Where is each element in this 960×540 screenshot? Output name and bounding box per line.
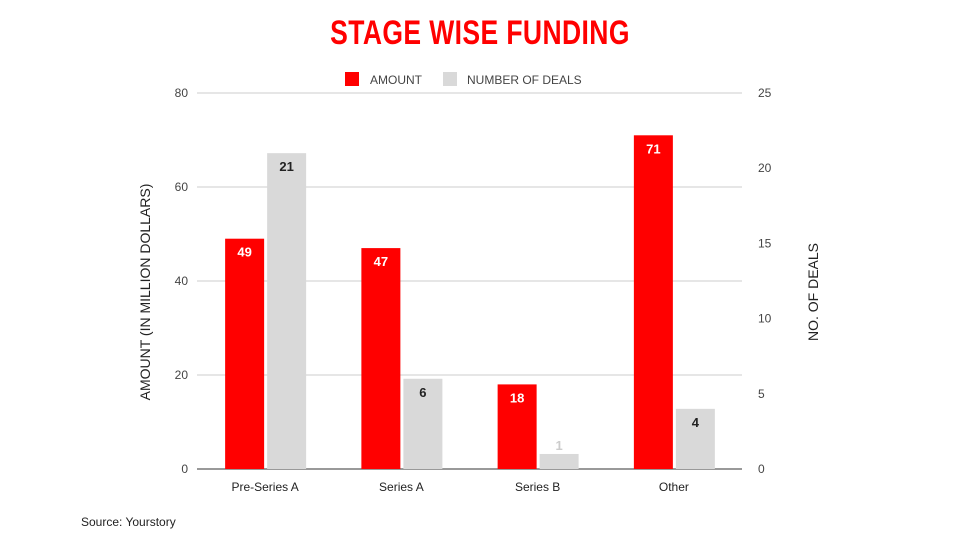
y-right-tick-label: 10 bbox=[758, 312, 772, 326]
data-label: 71 bbox=[646, 141, 660, 156]
legend-swatch bbox=[443, 72, 457, 86]
data-label: 6 bbox=[419, 385, 426, 400]
data-label: 47 bbox=[374, 254, 388, 269]
y-right-tick-label: 20 bbox=[758, 161, 772, 175]
bar-amount bbox=[225, 238, 265, 469]
y-right-axis-title: NO. OF DEALS bbox=[805, 243, 821, 341]
data-label: 49 bbox=[237, 245, 251, 260]
bar-deals bbox=[675, 408, 715, 469]
bar-amount bbox=[361, 248, 401, 469]
legend-swatch bbox=[345, 72, 359, 86]
x-tick-label: Pre-Series A bbox=[231, 480, 298, 494]
data-label: 4 bbox=[692, 415, 700, 430]
legend-label: AMOUNT bbox=[370, 73, 423, 87]
bar-deals bbox=[403, 378, 443, 469]
y-axis-title: AMOUNT (IN MILLION DOLLARS) bbox=[137, 184, 153, 401]
y-tick-label: 40 bbox=[175, 274, 189, 288]
y-tick-label: 80 bbox=[175, 86, 189, 100]
y-right-tick-label: 25 bbox=[758, 86, 772, 100]
bar-deals bbox=[267, 153, 307, 469]
bar-amount bbox=[633, 135, 673, 470]
y-right-tick-label: 0 bbox=[758, 462, 765, 476]
x-tick-label: Series A bbox=[379, 480, 424, 494]
x-tick-label: Other bbox=[659, 480, 689, 494]
chart-title: STAGE WISE FUNDING bbox=[330, 14, 630, 52]
x-tick-label: Series B bbox=[515, 480, 560, 494]
legend-label: NUMBER OF DEALS bbox=[467, 73, 582, 87]
y-tick-label: 20 bbox=[175, 368, 189, 382]
source-note: Source: Yourstory bbox=[81, 515, 176, 529]
y-right-tick-label: 5 bbox=[758, 387, 765, 401]
bar-amount bbox=[497, 384, 537, 469]
data-label: 21 bbox=[279, 159, 293, 174]
bar-deals bbox=[539, 453, 579, 469]
data-label: 18 bbox=[510, 390, 524, 405]
y-right-tick-label: 15 bbox=[758, 236, 772, 250]
y-tick-label: 60 bbox=[175, 180, 189, 194]
y-tick-label: 0 bbox=[181, 462, 188, 476]
data-label: 1 bbox=[556, 438, 563, 453]
